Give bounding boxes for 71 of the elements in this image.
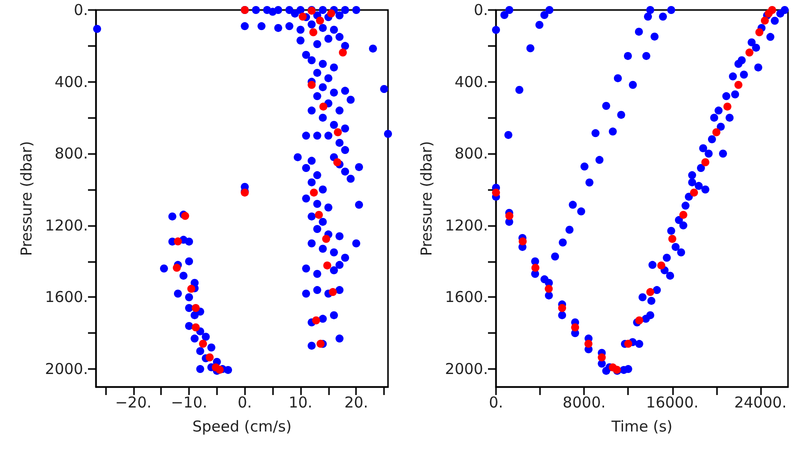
y-tick-label: 2000. [45,360,88,378]
point [505,212,514,220]
point [734,80,742,89]
x-tick-label: 8000. [562,394,606,412]
x-tick-label: 24000. [734,394,787,412]
point [768,6,776,14]
point [328,288,337,296]
point [646,288,654,296]
x-tick-label: −20. [115,394,152,412]
y-tick-label: 0. [474,1,488,19]
point [679,210,688,219]
point [216,366,224,374]
point [323,261,332,270]
x-tick-label: 0. [238,394,252,412]
y-tick-label: 800. [54,144,88,163]
x-axis-title: Speed (cm/s) [192,418,292,436]
point [531,264,540,272]
point [701,158,710,166]
point [314,210,323,219]
x-tick-label: 20. [344,394,368,412]
point [327,9,336,18]
point [312,316,320,324]
point [174,237,182,246]
x-tick-label: 16000. [646,394,699,412]
point [492,188,500,197]
y-tick-label: 1600. [45,288,88,306]
point [338,48,347,57]
point [333,158,342,166]
point [690,188,698,197]
y-tick-label: 400. [54,72,88,91]
point [319,102,328,111]
point [657,261,666,270]
point [310,188,318,197]
point [172,264,181,272]
point [558,304,566,312]
point [668,234,676,243]
y-tick-label: 1600. [445,288,488,306]
point [755,28,764,36]
x-tick-label: −10. [170,394,208,412]
point [192,304,200,312]
y-tick-label: 1200. [45,216,88,234]
point [571,323,580,332]
point [334,128,342,136]
point [316,16,324,25]
x-tick-label: 0. [488,394,504,412]
point [199,340,207,348]
point [322,234,330,243]
point [712,128,720,136]
point [584,340,592,348]
point [544,284,553,293]
x-axis-title: Time (s) [610,418,672,436]
y-tick-label: 400. [454,72,488,91]
point [206,353,214,362]
y-tick-label: 0. [74,1,88,19]
y-axis-title: Pressure (dbar) [418,141,436,256]
point [598,353,606,362]
point [192,323,200,332]
point [187,284,196,293]
y-tick-label: 2000. [445,360,488,378]
x-tick-label: 10. [288,394,312,412]
point [298,12,307,21]
point [624,340,632,348]
point [309,28,318,36]
y-tick-label: 800. [454,144,488,163]
point [723,102,732,111]
point [518,237,527,246]
point [308,80,316,89]
y-axis-title: Pressure (dbar) [18,141,36,256]
y-tick-label: 1200. [445,216,488,234]
point [745,48,754,57]
point [760,16,769,25]
